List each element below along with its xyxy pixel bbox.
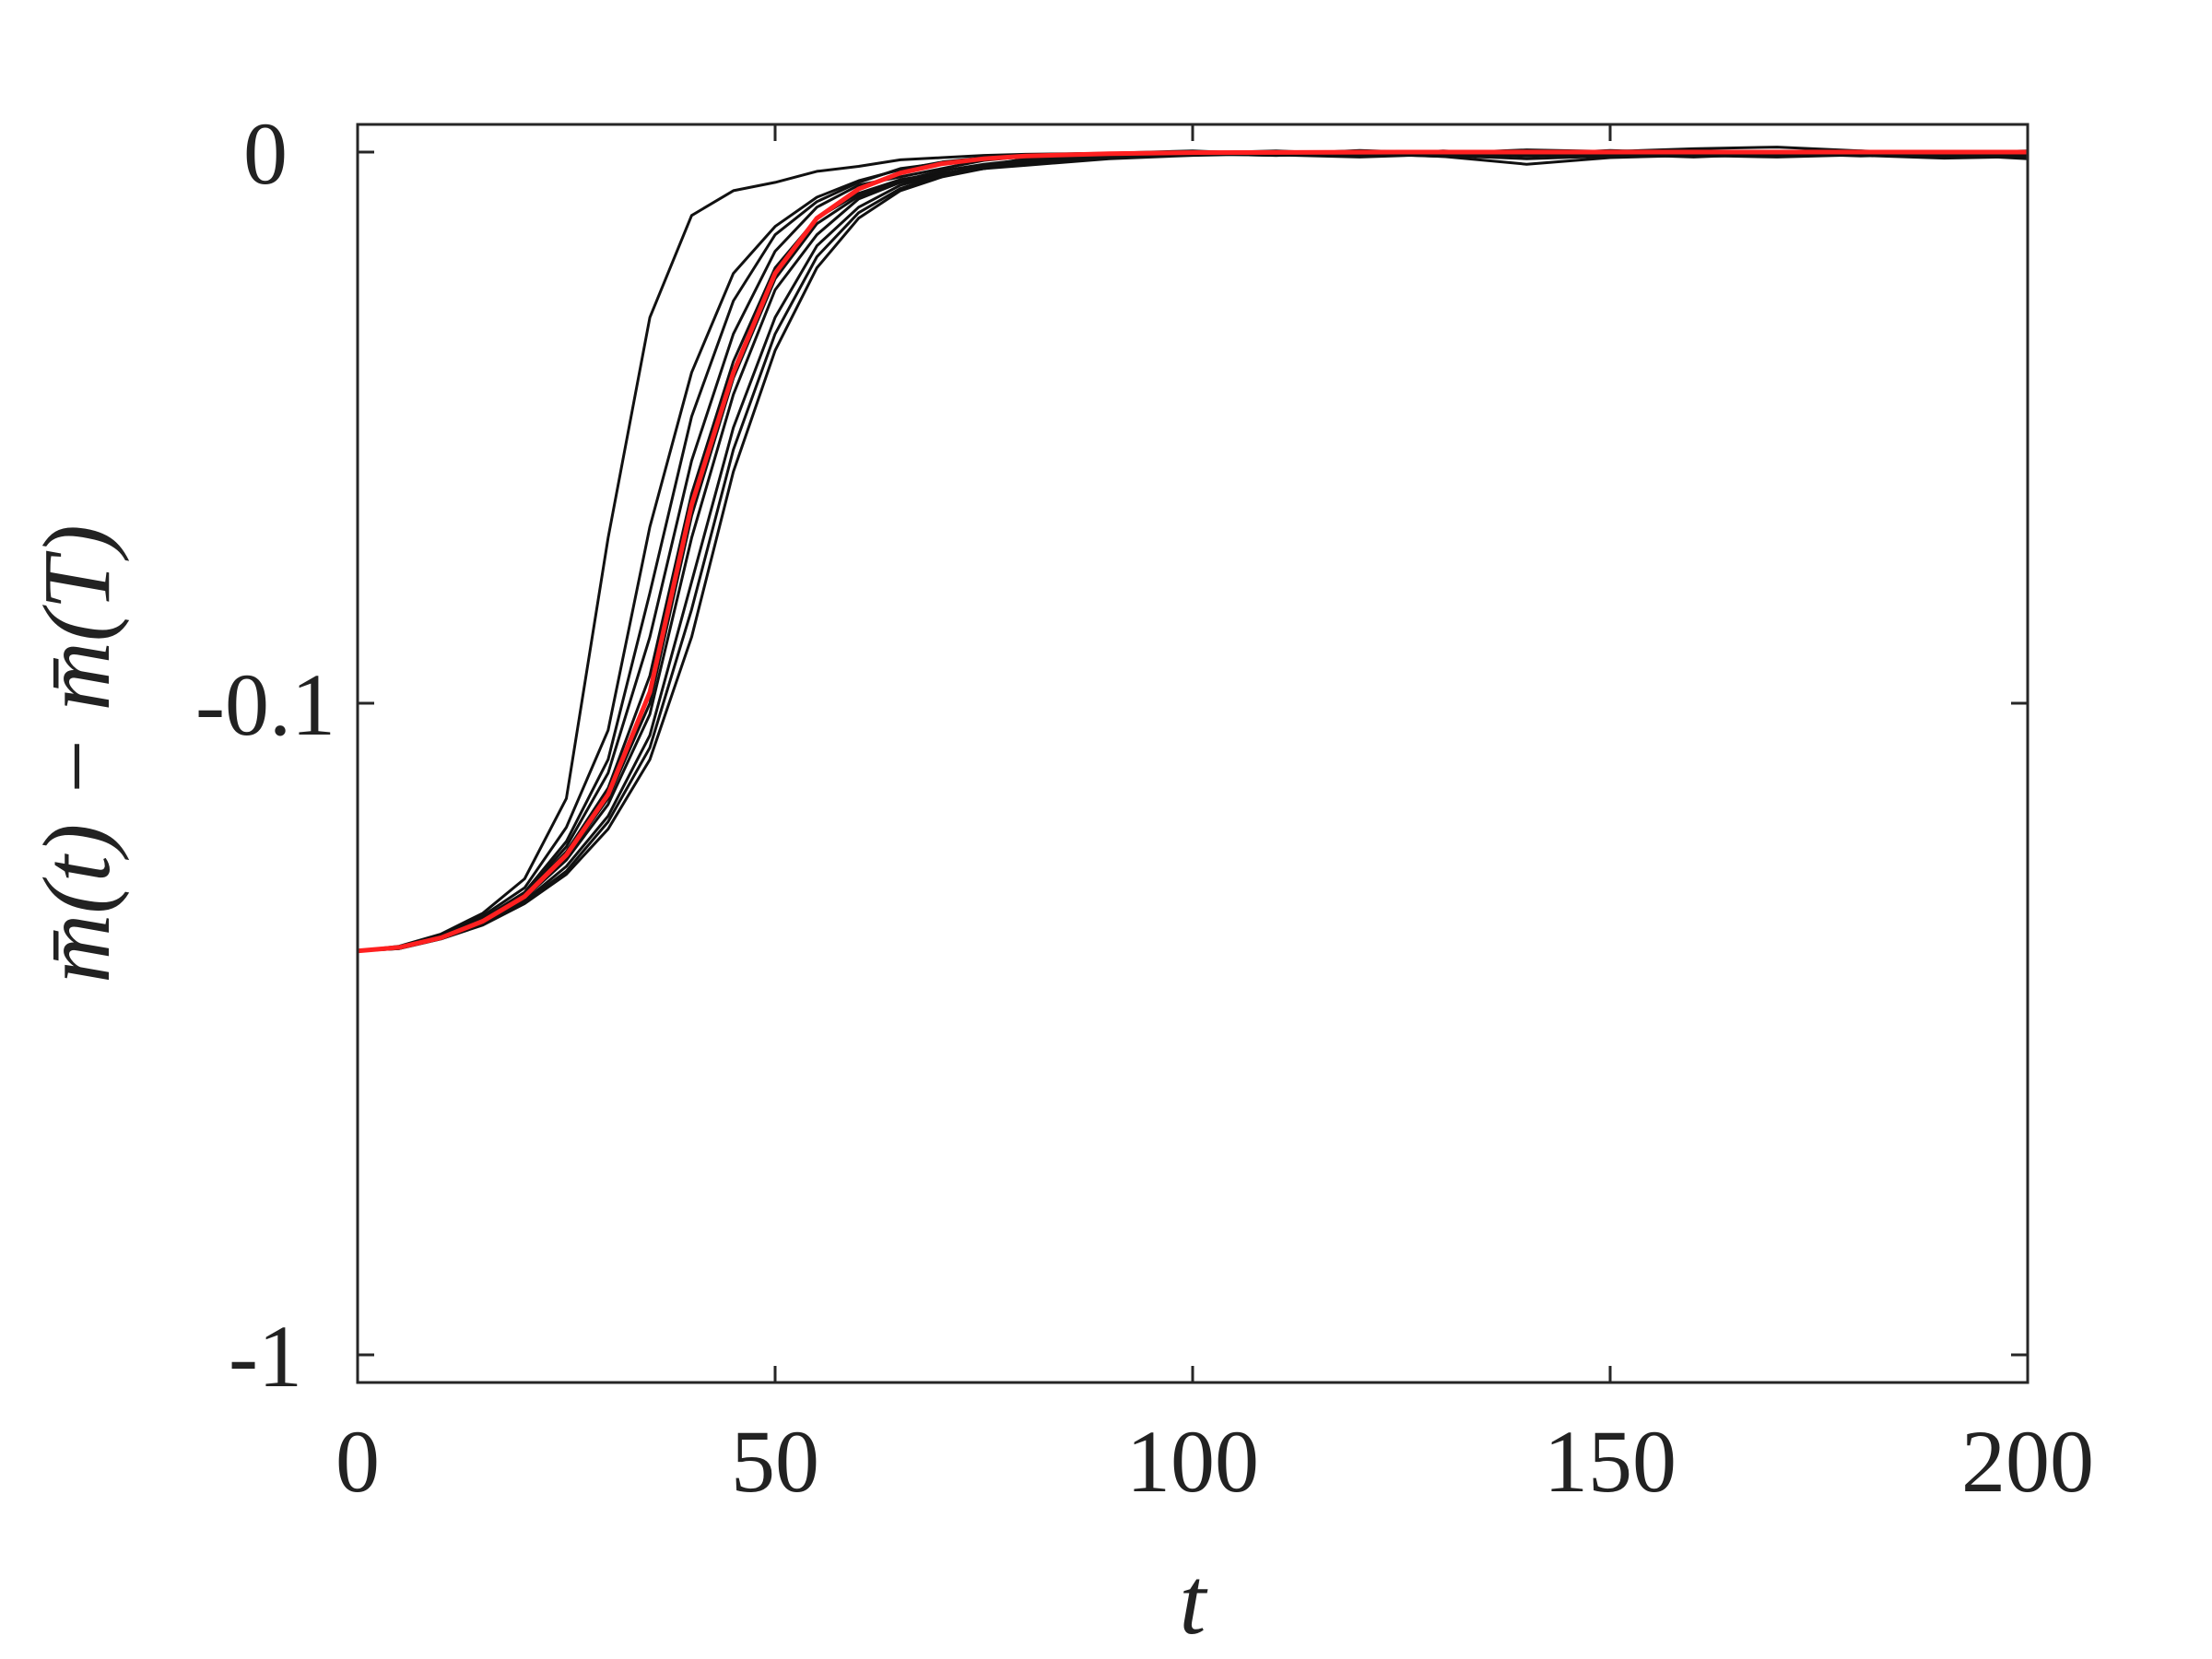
x-tick-label: 200 [1961,1412,2094,1511]
y-tick-label: 0 [243,104,288,203]
plot-area [358,124,2028,1382]
x-tick-label: 0 [335,1412,380,1511]
x-axis-label: t [1180,1548,1208,1654]
tick-labels: 0 50 100 150 200 0 -0.1 -1 [195,104,2094,1511]
axes-frame [356,123,2030,1384]
x-tick-label: 50 [731,1412,819,1511]
series-line-realization [357,151,2029,953]
y-axis-label: m̄(t) − m̄(T) [24,524,130,983]
series-line-mean [357,149,2028,954]
y-tick-label: -0.1 [195,655,335,754]
y-tick-label: -1 [229,1307,302,1406]
x-tick-label: 100 [1126,1412,1259,1511]
x-tick-label: 150 [1544,1412,1677,1511]
series-lines [357,146,2029,954]
